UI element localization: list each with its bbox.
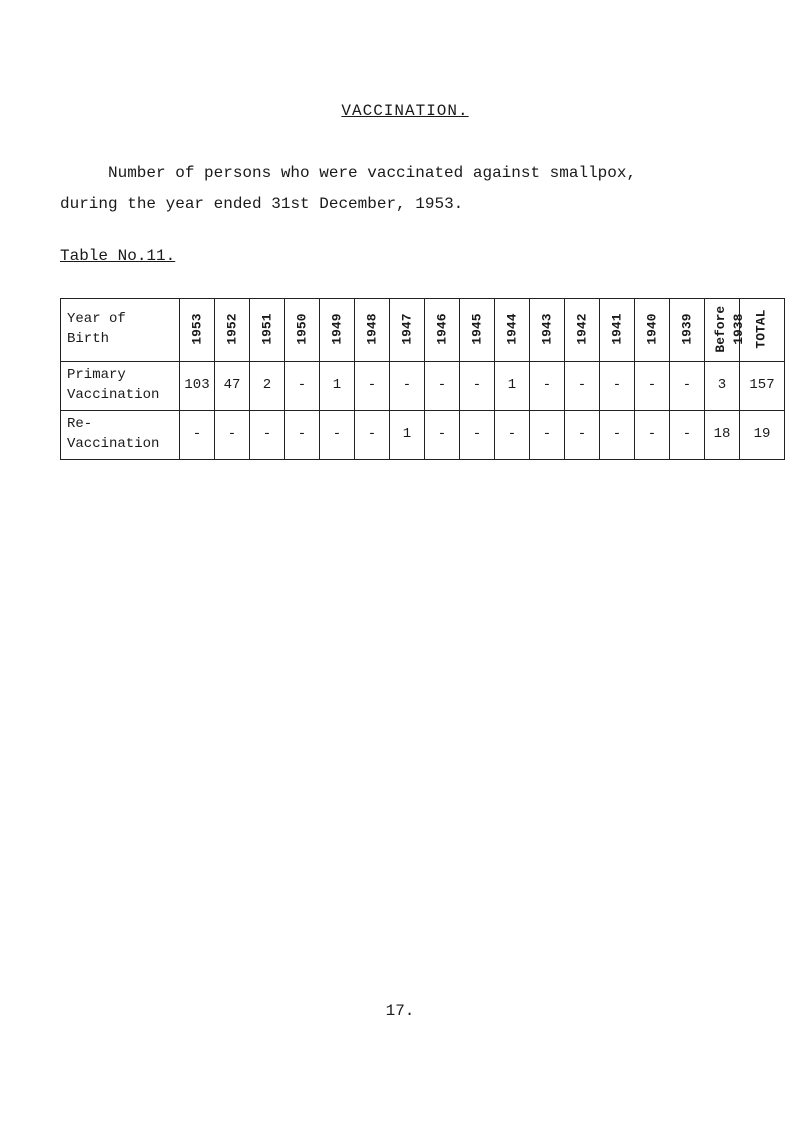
col-1941: 1941 (600, 298, 635, 361)
intro-line-2: during the year ended 31st December, 195… (60, 193, 750, 215)
col-1951: 1951 (250, 298, 285, 361)
cell: - (565, 361, 600, 410)
table-header-row: Year of Birth 1953 1952 1951 1950 1949 1… (61, 298, 785, 361)
cell: - (530, 361, 565, 410)
col-1944: 1944 (495, 298, 530, 361)
row-label-revaccination: Re- Vaccination (61, 410, 180, 459)
col-1949: 1949 (320, 298, 355, 361)
cell: - (390, 361, 425, 410)
cell: - (530, 410, 565, 459)
cell: - (600, 361, 635, 410)
col-1942: 1942 (565, 298, 600, 361)
col-before-1938: Before 1938 (705, 298, 740, 361)
cell: 19 (740, 410, 785, 459)
col-1948: 1948 (355, 298, 390, 361)
table-row: Re- Vaccination - - - - - - 1 - - - - - … (61, 410, 785, 459)
cell: 157 (740, 361, 785, 410)
cell: - (495, 410, 530, 459)
cell: - (355, 410, 390, 459)
row-label-primary: Primary Vaccination (61, 361, 180, 410)
cell: 18 (705, 410, 740, 459)
cell: - (215, 410, 250, 459)
cell: - (250, 410, 285, 459)
table-row: Primary Vaccination 103 47 2 - 1 - - - -… (61, 361, 785, 410)
page-title: VACCINATION. (60, 100, 750, 122)
cell: - (460, 410, 495, 459)
cell: 3 (705, 361, 740, 410)
cell: 2 (250, 361, 285, 410)
vaccination-table: Year of Birth 1953 1952 1951 1950 1949 1… (60, 298, 785, 460)
cell: - (425, 361, 460, 410)
col-1953: 1953 (180, 298, 215, 361)
cell: - (670, 361, 705, 410)
cell: - (180, 410, 215, 459)
col-1952: 1952 (215, 298, 250, 361)
cell: - (635, 410, 670, 459)
cell: - (670, 410, 705, 459)
col-1939: 1939 (670, 298, 705, 361)
col-1946: 1946 (425, 298, 460, 361)
cell: - (460, 361, 495, 410)
table-label: Table No.11. (60, 245, 750, 267)
cell: 1 (320, 361, 355, 410)
col-1943: 1943 (530, 298, 565, 361)
cell: 47 (215, 361, 250, 410)
cell: - (285, 410, 320, 459)
cell: 1 (495, 361, 530, 410)
page-number: 17. (0, 1000, 800, 1022)
cell: - (320, 410, 355, 459)
cell: - (285, 361, 320, 410)
col-year-of-birth: Year of Birth (61, 298, 180, 361)
cell: - (600, 410, 635, 459)
col-1950: 1950 (285, 298, 320, 361)
col-1945: 1945 (460, 298, 495, 361)
cell: - (565, 410, 600, 459)
cell: - (355, 361, 390, 410)
intro-line-1: Number of persons who were vaccinated ag… (60, 162, 750, 184)
cell: - (425, 410, 460, 459)
cell: 103 (180, 361, 215, 410)
cell: 1 (390, 410, 425, 459)
cell: - (635, 361, 670, 410)
col-1940: 1940 (635, 298, 670, 361)
col-1947: 1947 (390, 298, 425, 361)
